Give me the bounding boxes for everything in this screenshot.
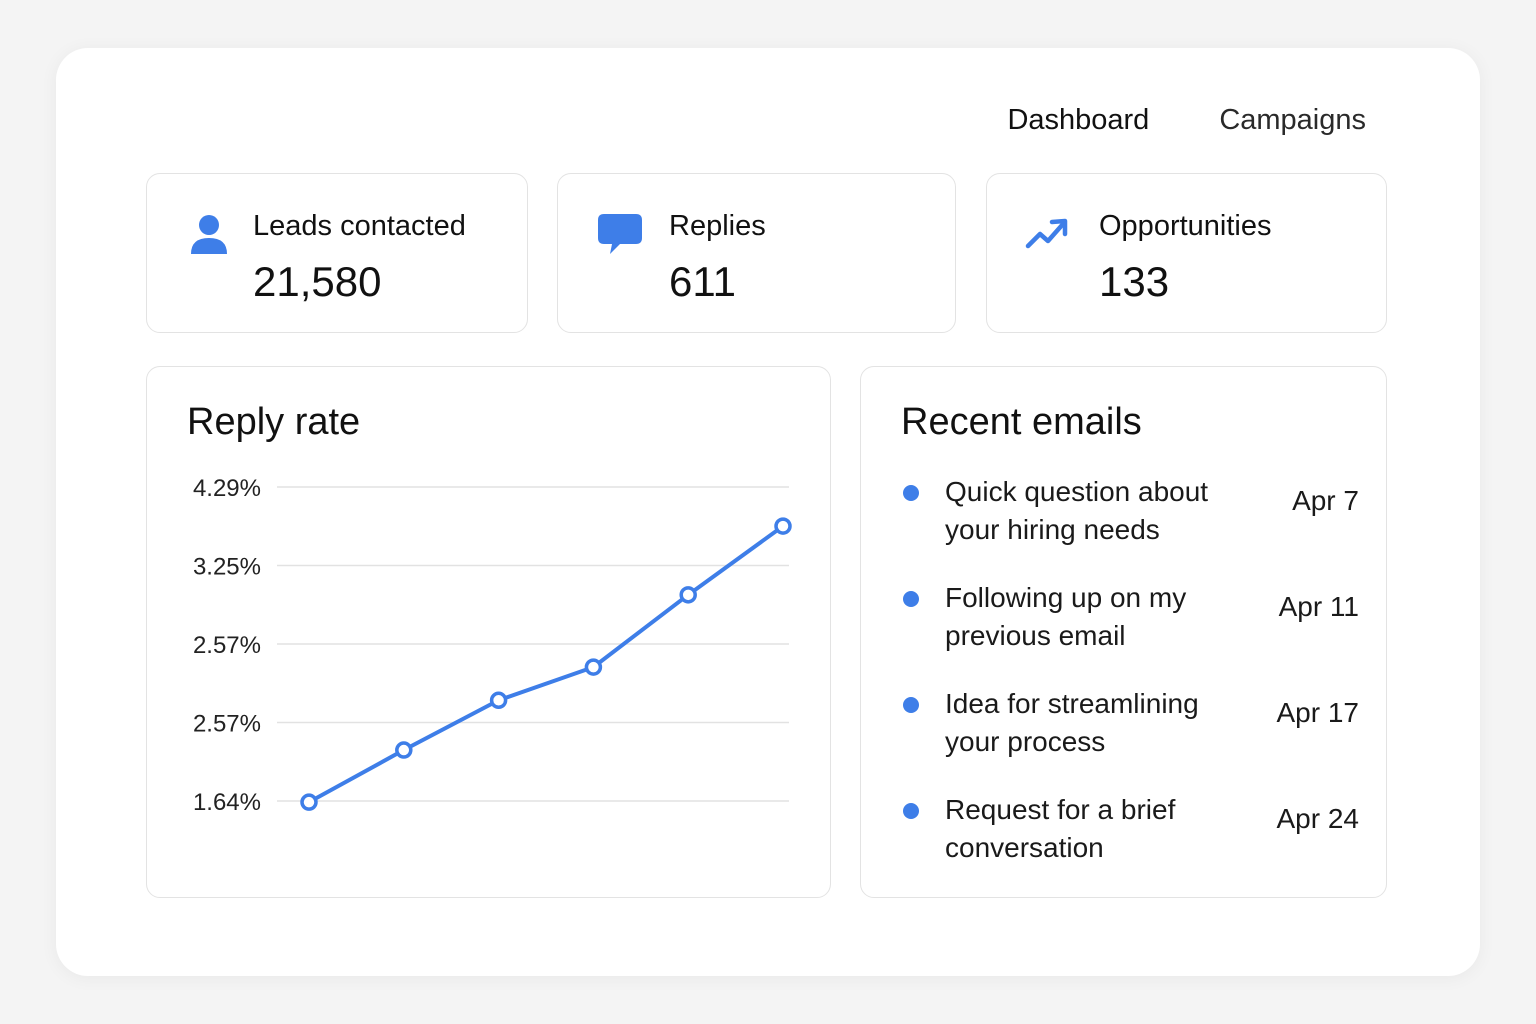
stat-label: Opportunities [1099, 210, 1272, 242]
nav-dashboard[interactable]: Dashboard [1007, 104, 1150, 136]
y-tick-label: 2.57% [193, 711, 261, 738]
email-date: Apr 17 [1276, 697, 1360, 728]
reply-rate-panel: Reply rate 4.29% 3.25% 2.57% 2.57% 1.64% [146, 366, 831, 898]
stat-label: Leads contacted [253, 210, 466, 242]
email-subject[interactable]: Quick question about your hiring needs [945, 476, 1209, 545]
nav-campaigns[interactable]: Campaigns [1219, 104, 1366, 136]
stat-value: 133 [1099, 258, 1170, 305]
stat-card-opportunities: Opportunities 133 [986, 173, 1387, 333]
y-tick-label: 1.64% [193, 789, 261, 816]
email-item[interactable]: Request for a brief conversation Apr 24 [899, 791, 1359, 897]
panel-title: Reply rate [187, 401, 361, 443]
y-tick-label: 3.25% [193, 554, 261, 581]
email-date: Apr 7 [1292, 485, 1359, 516]
stat-card-replies: Replies 611 [557, 173, 956, 333]
bullet-dot-icon [903, 485, 919, 501]
chat-bubble-icon [598, 214, 642, 254]
data-point[interactable] [584, 658, 603, 676]
email-subject[interactable]: Following up on my previous email [945, 582, 1187, 651]
stat-value: 21,580 [253, 258, 382, 305]
bullet-dot-icon [903, 803, 919, 819]
email-subject[interactable]: Idea for streamlining your process [945, 688, 1199, 757]
email-list: Quick question about your hiring needs A… [899, 473, 1359, 897]
y-tick-label: 4.29% [193, 475, 261, 502]
email-date: Apr 24 [1276, 803, 1360, 834]
email-item[interactable]: Idea for streamlining your process Apr 1… [899, 685, 1359, 791]
top-nav: Dashboard Campaigns [1007, 104, 1366, 137]
stat-label: Replies [669, 210, 766, 242]
recent-emails-panel: Recent emails Quick question about your … [860, 366, 1387, 898]
data-point[interactable] [489, 691, 508, 710]
stat-value: 611 [669, 258, 736, 305]
series-line [308, 524, 785, 804]
bullet-dot-icon [903, 697, 919, 713]
trend-up-icon [1025, 218, 1068, 249]
email-date: Apr 11 [1278, 591, 1359, 622]
email-subject[interactable]: Request for a brief conversation [945, 794, 1176, 863]
reply-rate-chart: 4.29% 3.25% 2.57% 2.57% 1.64% [193, 475, 792, 816]
data-point[interactable] [395, 741, 413, 759]
data-point[interactable] [774, 517, 792, 535]
user-icon [191, 215, 227, 254]
data-point[interactable] [679, 586, 697, 604]
email-item[interactable]: Quick question about your hiring needs A… [899, 473, 1359, 579]
panel-title: Recent emails [901, 401, 1142, 443]
bullet-dot-icon [903, 591, 919, 607]
data-point[interactable] [300, 793, 318, 811]
y-tick-label: 2.57% [193, 632, 261, 659]
stat-card-leads: Leads contacted 21,580 [146, 173, 528, 333]
email-item[interactable]: Following up on my previous email Apr 11 [899, 579, 1359, 685]
